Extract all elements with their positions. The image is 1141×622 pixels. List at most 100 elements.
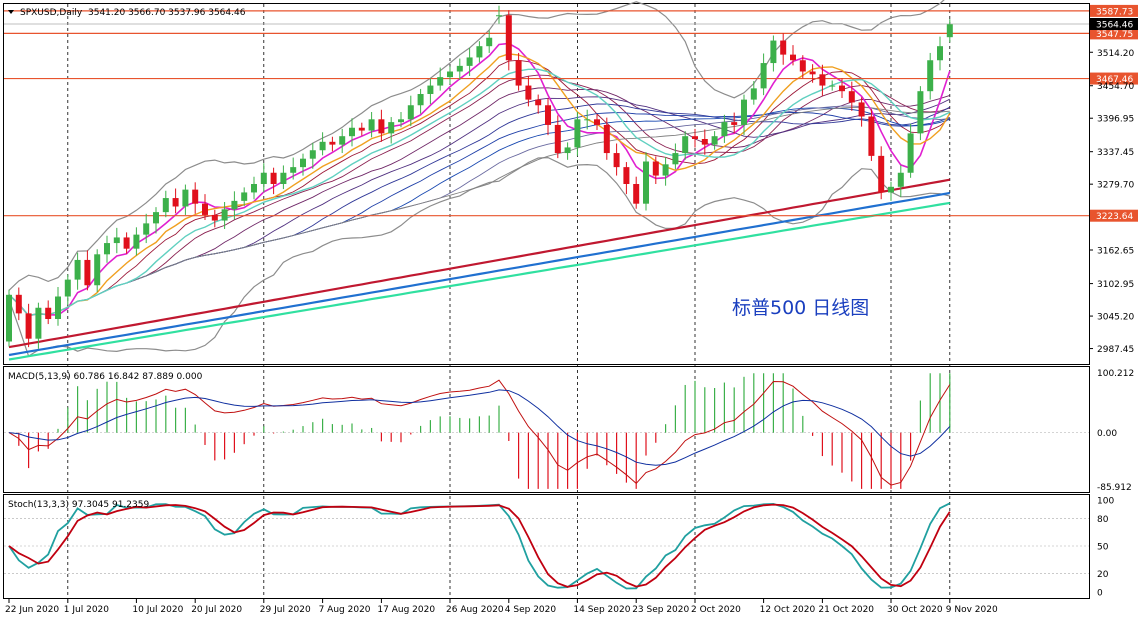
- price-tick-label: 3162.65: [1097, 247, 1134, 257]
- ma-long-green: [8, 201, 950, 361]
- candle: [750, 88, 757, 100]
- candle: [427, 85, 434, 94]
- candle: [927, 60, 934, 92]
- candle: [104, 243, 110, 255]
- candle: [456, 65, 463, 72]
- x-tick-label: 30 Oct 2020: [887, 605, 943, 615]
- x-tick-label: 7 Aug 2020: [319, 605, 371, 615]
- candle: [613, 153, 620, 168]
- price-tick-label: 3337.45: [1097, 148, 1134, 158]
- candles: [6, 5, 953, 349]
- x-tick-label: 4 Sep 2020: [505, 605, 557, 615]
- macd-signal-line: [8, 389, 951, 466]
- candle: [525, 85, 532, 100]
- candle: [476, 46, 483, 58]
- price-tick-label: 3514.20: [1097, 49, 1134, 59]
- macd-label: MACD(5,13,9) 60.786 16.842 87.889 0.000: [8, 372, 203, 382]
- candle: [202, 203, 208, 215]
- price-tick-label: 3102.95: [1097, 280, 1134, 290]
- candle: [652, 161, 659, 176]
- price-tick-label: 3045.20: [1097, 313, 1134, 323]
- price-tick-label: 3396.95: [1097, 115, 1134, 125]
- x-tick-label: 14 Sep 2020: [573, 605, 630, 615]
- axes: 3514.20 3454.70 3396.95 3337.45 3279.70 3162.…: [5, 49, 1134, 615]
- stochastic-indicator: [4, 502, 1089, 590]
- candle: [584, 119, 591, 121]
- macd-tick-label: 100.212: [1097, 369, 1134, 379]
- macd-indicator: [4, 373, 1089, 489]
- candle: [309, 150, 316, 159]
- candle: [662, 164, 669, 176]
- macd-panel-frame: [3, 366, 1090, 493]
- candle: [339, 136, 346, 145]
- stoch-tick-label: 80: [1097, 515, 1109, 525]
- candle: [241, 192, 248, 201]
- candle: [35, 307, 42, 339]
- candle: [496, 15, 502, 17]
- candle: [799, 60, 806, 72]
- x-tick-label: 29 Jul 2020: [260, 605, 311, 615]
- candle: [643, 161, 649, 204]
- macd-tick-label: 0.00: [1097, 429, 1117, 439]
- hline-label-bg: [1090, 4, 1138, 17]
- candle: [848, 91, 855, 103]
- ma-long-red: [8, 178, 950, 349]
- candle: [907, 133, 914, 173]
- hline-label: 3547.75: [1096, 30, 1133, 40]
- candle: [633, 184, 640, 204]
- candle: [682, 136, 689, 154]
- candle: [64, 279, 71, 297]
- stoch-label: Stoch(13,3,3) 97.3045 91.2359: [8, 500, 149, 510]
- candle: [839, 85, 845, 92]
- hline-label-bg: [1090, 209, 1138, 222]
- candle: [819, 74, 826, 86]
- stoch-tick-label: 20: [1097, 570, 1109, 580]
- candle: [878, 155, 885, 193]
- candle: [172, 198, 179, 207]
- candle: [231, 200, 238, 210]
- candle: [94, 254, 101, 286]
- candle: [554, 124, 561, 154]
- triangle-down-icon[interactable]: [8, 10, 14, 14]
- candle: [701, 139, 708, 145]
- stoch-d-line: [8, 503, 951, 588]
- current-price-label: 3564.46: [1096, 20, 1133, 30]
- hline-label: 3223.64: [1096, 212, 1133, 222]
- ma-medium: [8, 53, 951, 317]
- candle: [466, 57, 473, 66]
- candle: [74, 259, 81, 280]
- horizontal-lines[interactable]: 3587.73 3547.75 3467.46 3223.64 3564.46: [4, 4, 1138, 222]
- candle: [741, 99, 747, 125]
- candle: [407, 105, 414, 120]
- price-tick-label: 3279.70: [1097, 181, 1134, 191]
- macd-line: [8, 379, 951, 486]
- candle: [486, 37, 493, 47]
- candle: [868, 116, 875, 156]
- candle: [6, 294, 12, 342]
- symbol-label: SPXUSD,Daily: [20, 8, 83, 18]
- candle: [829, 85, 836, 87]
- candle: [505, 15, 512, 61]
- candle: [143, 223, 150, 235]
- current-price-bg: [1090, 17, 1138, 30]
- candle: [917, 91, 924, 134]
- ribbon-ma-10: [8, 59, 951, 317]
- candle: [290, 167, 297, 173]
- stoch-tick-label: 50: [1097, 543, 1109, 553]
- stoch-tick-label: 0: [1097, 589, 1103, 599]
- candle: [25, 313, 32, 339]
- candle: [84, 259, 91, 286]
- candle: [594, 119, 600, 125]
- candle: [55, 296, 61, 319]
- candle: [770, 40, 777, 64]
- candle: [731, 122, 738, 125]
- candle: [378, 119, 385, 134]
- candle: [437, 77, 444, 86]
- candle: [897, 172, 904, 187]
- candle: [711, 136, 718, 145]
- price-tick-label: 2987.45: [1097, 345, 1134, 355]
- ribbon-ma-50: [8, 106, 950, 317]
- candle: [113, 237, 120, 244]
- candle: [760, 63, 767, 89]
